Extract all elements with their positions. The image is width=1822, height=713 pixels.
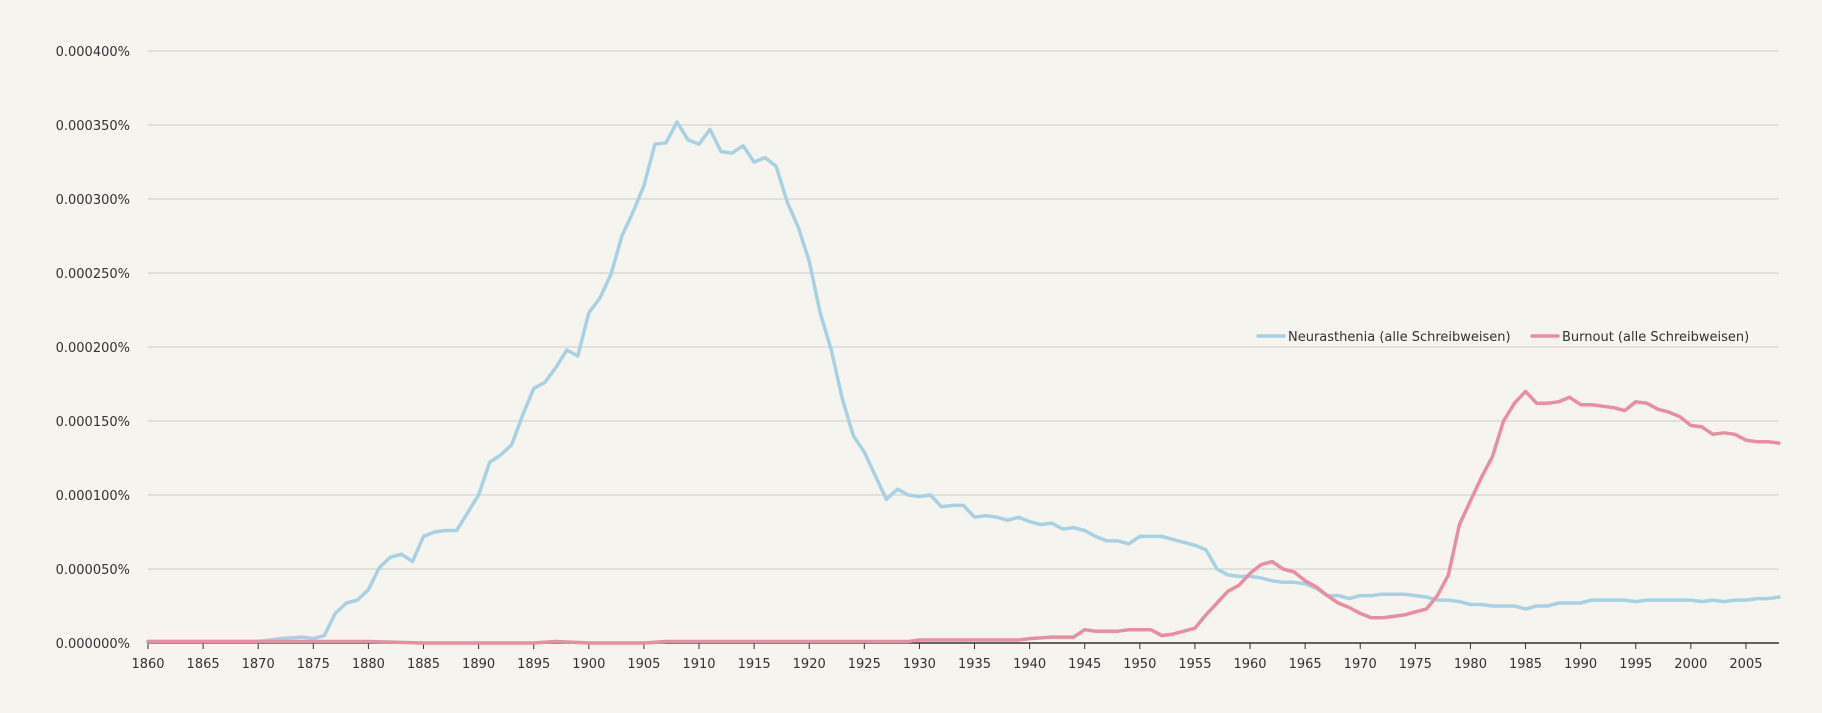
y-tick-label: 0.000200% bbox=[56, 341, 130, 356]
series-line-burnout bbox=[146, 389, 1781, 645]
x-tick-label: 1865 bbox=[187, 657, 220, 672]
legend-label: Burnout (alle Schreibweisen) bbox=[1562, 330, 1749, 345]
y-tick-label: 0.000050% bbox=[56, 563, 130, 578]
x-tick-label: 1955 bbox=[1178, 657, 1211, 672]
y-tick-label: 0.000350% bbox=[56, 119, 130, 134]
grid-lines bbox=[148, 50, 1779, 570]
x-tick-label: 2005 bbox=[1729, 657, 1762, 672]
x-tick-label: 1965 bbox=[1289, 657, 1322, 672]
x-tick-label: 1925 bbox=[848, 657, 881, 672]
legend: Neurasthenia (alle Schreibweisen) Burnout… bbox=[1256, 330, 1749, 345]
x-tick-label: 1915 bbox=[738, 657, 771, 672]
y-tick-label: 0.000000% bbox=[56, 637, 130, 652]
x-tick-label: 1990 bbox=[1564, 657, 1597, 672]
x-tick-label: 1935 bbox=[958, 657, 991, 672]
x-tick-label: 1890 bbox=[462, 657, 495, 672]
y-tick-label: 0.000150% bbox=[56, 415, 130, 430]
x-tick-label: 1885 bbox=[407, 657, 440, 672]
legend-label: Neurasthenia (alle Schreibweisen) bbox=[1288, 330, 1511, 345]
x-tick-label: 1930 bbox=[903, 657, 936, 672]
x-tick-label: 1960 bbox=[1233, 657, 1266, 672]
y-tick-label: 0.000100% bbox=[56, 489, 130, 504]
x-tick-label: 1900 bbox=[572, 657, 605, 672]
x-tick-label: 1940 bbox=[1013, 657, 1046, 672]
legend-item: Burnout (alle Schreibweisen) bbox=[1530, 330, 1749, 345]
x-tick-label: 1995 bbox=[1619, 657, 1652, 672]
x-tick-label: 1975 bbox=[1399, 657, 1432, 672]
x-tick-label: 1950 bbox=[1123, 657, 1156, 672]
x-tick-label: 1910 bbox=[682, 657, 715, 672]
x-tick-label: 1920 bbox=[793, 657, 826, 672]
x-tick-label: 1980 bbox=[1454, 657, 1487, 672]
x-tick-label: 1970 bbox=[1344, 657, 1377, 672]
x-tick-label: 1880 bbox=[352, 657, 385, 672]
x-tick-label: 1945 bbox=[1068, 657, 1101, 672]
x-tick-label: 1860 bbox=[131, 657, 164, 672]
x-tick-label: 2000 bbox=[1674, 657, 1707, 672]
x-axis: 1860 1865 1870 1875 1880 1885 1890 1895 1900 1905… bbox=[131, 642, 1779, 672]
x-tick-label: 1895 bbox=[517, 657, 550, 672]
y-tick-label: 0.000250% bbox=[56, 267, 130, 282]
x-tick-label: 1905 bbox=[627, 657, 660, 672]
x-tick-label: 1870 bbox=[242, 657, 275, 672]
y-tick-label: 0.000300% bbox=[56, 193, 130, 208]
x-tick-label: 1985 bbox=[1509, 657, 1542, 672]
x-tick-label: 1875 bbox=[297, 657, 330, 672]
series-lines bbox=[146, 120, 1781, 645]
y-tick-label: 0.000400% bbox=[56, 45, 130, 60]
legend-item: Neurasthenia (alle Schreibweisen) bbox=[1256, 330, 1511, 345]
y-axis: 0.000000% 0.000050% 0.000100% 0.000150% 0.00… bbox=[56, 45, 130, 652]
series-line-neurasthenia bbox=[146, 120, 1781, 644]
